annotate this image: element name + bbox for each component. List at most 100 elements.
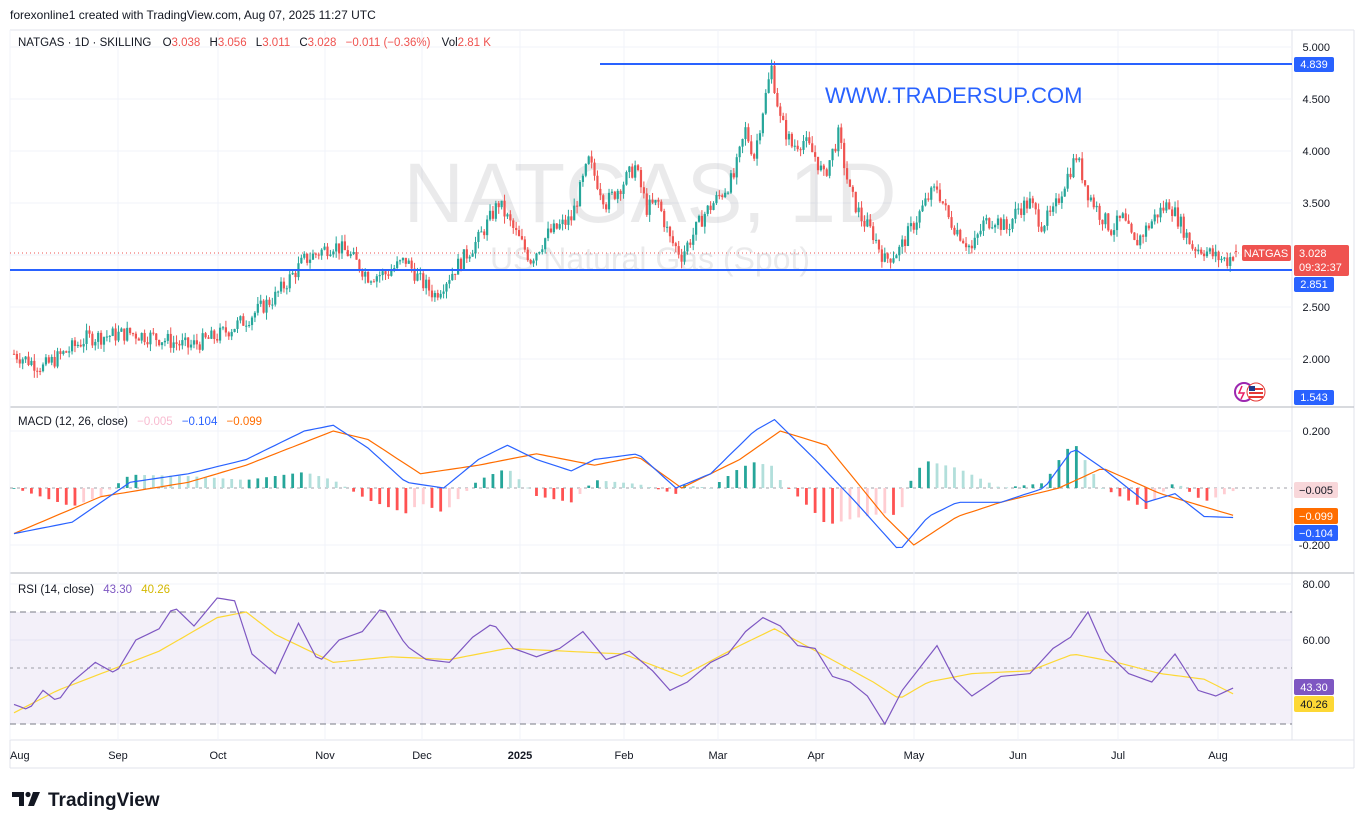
candle-body (912, 223, 915, 230)
time-tick-label: May (904, 750, 925, 762)
rsi-line (13, 597, 1234, 726)
candle-body (1139, 235, 1142, 246)
macd-hist-bar (865, 488, 869, 517)
time-tick-label: Dec (412, 750, 432, 762)
candle-body (471, 253, 474, 257)
time-tick-label: 2025 (508, 750, 532, 762)
candle-body (738, 146, 741, 158)
candle-body (1081, 158, 1084, 181)
candle-body (967, 245, 971, 248)
macd-hist-bar (82, 488, 86, 503)
candle-body (404, 257, 407, 264)
macd-hist-bar (1162, 488, 1165, 492)
candle-body (390, 270, 393, 276)
candle-body (587, 156, 590, 164)
candle-body (126, 327, 129, 341)
macd-legend[interactable]: MACD (12, 26, close) −0.005 −0.104 −0.09… (18, 416, 262, 428)
candle-body (622, 184, 625, 194)
macd-hist-bar (73, 488, 77, 506)
macd-hist-bar (761, 464, 765, 488)
candle-body (419, 273, 422, 275)
candle-body (53, 356, 56, 367)
candle-body (964, 243, 968, 248)
candle-body (1197, 249, 1200, 252)
candle-body (1104, 213, 1107, 225)
rsi-axis[interactable]: 80.00 60.00 (1302, 579, 1330, 647)
candle-body (146, 342, 149, 345)
candle-body (76, 344, 79, 347)
rsi-legend[interactable]: RSI (14, close) 43.30 40.26 (18, 584, 170, 596)
candle-body (988, 218, 991, 229)
time-tick-label: Aug (1208, 750, 1228, 762)
candle-body (770, 65, 773, 80)
candle-body (805, 137, 808, 141)
time-axis[interactable]: Aug Sep Oct Nov Dec 2025 Feb Mar Apr May Jun Jul Aug (10, 750, 1228, 762)
macd-hist-bar (1057, 460, 1061, 488)
candle-body (529, 260, 532, 264)
legend-symbol: NATGAS · 1D · SKILLING (18, 37, 151, 49)
candlestick-series[interactable] (12, 59, 1238, 378)
macd-hist-bar (970, 474, 974, 488)
candle-body (123, 328, 126, 341)
candle-body (843, 142, 846, 169)
macd-hist-bar (1014, 486, 1017, 488)
low-marker-tag[interactable]: 1.543 (1294, 390, 1334, 405)
candle-body (689, 242, 692, 245)
macd-hist-bar (987, 482, 991, 488)
main-legend[interactable]: NATGAS · 1D · SKILLING O3.038 H3.056 L3.… (18, 37, 491, 49)
candle-body (544, 238, 547, 250)
tradingview-logo[interactable]: TradingView (12, 790, 160, 811)
candle-body (724, 192, 727, 198)
candle-body (933, 186, 936, 188)
candle-body (979, 230, 982, 235)
support-tag[interactable]: 2.851 (1294, 277, 1334, 292)
candle-body (355, 251, 358, 260)
macd-hist-bar (813, 488, 817, 513)
candle-body (1098, 205, 1101, 220)
candle-body (239, 316, 242, 321)
macd-hist-bar (282, 474, 286, 488)
macd-hist-bar (717, 482, 721, 488)
candle-body (509, 214, 512, 221)
candle-body (648, 199, 651, 215)
candle-body (407, 260, 410, 264)
candle-body (631, 166, 634, 178)
candle-body (538, 252, 541, 254)
time-tick-label: Nov (315, 750, 335, 762)
candle-body (448, 280, 451, 284)
last-price-tag[interactable]: NATGAS 3.028 09:32:37 (1242, 245, 1349, 276)
candle-body (433, 293, 436, 298)
candle-body (349, 254, 352, 257)
macd-hist-bar (691, 486, 695, 488)
resistance-tag[interactable]: 4.839 (1294, 57, 1334, 72)
annotation-text[interactable]: WWW.TRADERSUP.COM (825, 83, 1082, 108)
candle-body (906, 226, 910, 246)
candle-body (308, 259, 312, 263)
candle-body (657, 200, 660, 202)
candle-body (726, 192, 730, 194)
candle-body (953, 227, 956, 235)
macd-hist-bar (1231, 488, 1235, 492)
candle-body (114, 328, 117, 341)
candle-body (497, 203, 500, 208)
macd-hist-bar (1092, 474, 1096, 488)
candle-body (372, 281, 376, 283)
candle-body (982, 220, 985, 231)
candle-body (271, 304, 274, 306)
candle-body (909, 223, 913, 227)
macd-hist-bar (1074, 446, 1078, 488)
candle-body (494, 203, 497, 219)
candle-body (1066, 173, 1069, 189)
macd-axis[interactable]: 0.200 -0.200 (1299, 426, 1330, 552)
rsi-legend-ma: 40.26 (141, 584, 170, 596)
macd-hist-bar (326, 478, 329, 488)
candle-body (192, 340, 196, 345)
macd-hist-bar (482, 477, 486, 488)
macd-hist-bar (517, 479, 521, 488)
rsi-band-fill (10, 612, 1292, 724)
economic-events-icon[interactable] (1234, 382, 1266, 402)
candle-body (541, 249, 544, 253)
candle-body (1118, 215, 1121, 218)
